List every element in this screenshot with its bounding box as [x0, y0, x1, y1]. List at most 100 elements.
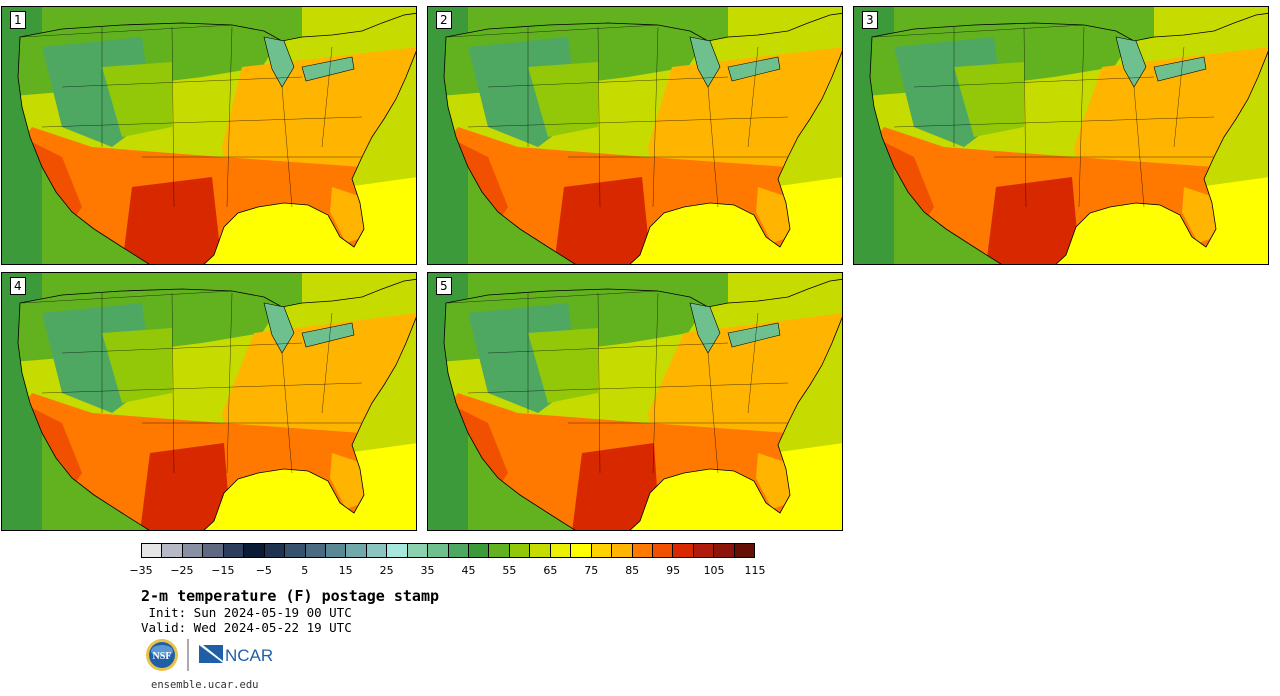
coastline: [443, 278, 842, 530]
state-border: [1173, 46, 1185, 148]
colorbar-swatch: [162, 544, 183, 557]
panel-label: 2: [436, 11, 452, 29]
state-border: [226, 292, 233, 474]
colorbar-tick-label: 95: [666, 564, 681, 577]
colorbar-tick-label: 55: [502, 564, 517, 577]
plot-title: 2-m temperature (F) postage stamp: [141, 587, 440, 605]
coastline: [17, 12, 416, 264]
state-border: [171, 26, 175, 208]
colorbar-tick-label: 45: [461, 564, 476, 577]
site-url: ensemble.ucar.edu: [151, 679, 259, 691]
coastline: [869, 12, 1268, 264]
forecast-panel-2: 2: [427, 6, 843, 265]
colorbar-tick-label: 5: [301, 564, 309, 577]
forecast-panel-4: 4: [1, 272, 417, 531]
panel-label: 5: [436, 277, 452, 295]
state-border: [41, 382, 363, 394]
forecast-panel-5: 5: [427, 272, 843, 531]
gulf-of-mexico: [192, 443, 416, 530]
state-border: [21, 24, 233, 38]
ncar-text: NCAR: [225, 646, 273, 665]
colorbar-swatch: [509, 544, 531, 557]
great-lakes-west: [263, 302, 295, 354]
great-lakes-east: [727, 56, 781, 82]
state-border: [321, 312, 333, 414]
colorbar-tick-label: 25: [379, 564, 394, 577]
gulf-of-mexico: [618, 177, 842, 264]
nsf-text: NSF: [153, 651, 172, 662]
state-border: [913, 76, 1155, 88]
colorbar-swatch: [264, 544, 286, 557]
colorbar-swatch: [325, 544, 347, 557]
colorbar-swatch: [673, 544, 694, 557]
state-border: [652, 292, 659, 474]
valid-time: Valid: Wed 2024-05-22 19 UTC: [141, 620, 352, 635]
great-lakes-west: [689, 36, 721, 88]
state-border: [597, 292, 601, 474]
colorbar-swatch: [182, 544, 204, 557]
state-border: [321, 46, 333, 148]
colorbar-tick-label: 75: [584, 564, 599, 577]
gulf-of-mexico: [1044, 177, 1268, 264]
state-border: [893, 116, 1215, 128]
colorbar-swatch: [714, 544, 735, 557]
colorbar-swatch: [693, 544, 715, 557]
temperature-map: [428, 273, 842, 530]
great-lakes-west: [1115, 36, 1147, 88]
colorbar-tick-label: −25: [170, 564, 194, 577]
great-lakes-west: [689, 302, 721, 354]
state-border: [652, 26, 659, 208]
state-border: [21, 290, 233, 304]
colorbar-tick-label: −15: [211, 564, 235, 577]
state-border: [1078, 26, 1085, 208]
nsf-logo-icon: NSF: [146, 639, 178, 671]
colorbar-swatch: [612, 544, 633, 557]
colorbar-tick-label: 105: [703, 564, 725, 577]
colorbar-tick-label: 35: [420, 564, 435, 577]
colorbar-tick-label: −35: [129, 564, 153, 577]
great-lakes-east: [301, 322, 355, 348]
state-border: [1023, 26, 1027, 208]
state-border: [747, 312, 759, 414]
colorbar-tick-label: 15: [338, 564, 353, 577]
colorbar-swatch: [285, 544, 306, 557]
state-border: [747, 46, 759, 148]
colorbar-swatch: [652, 544, 674, 557]
colorbar-swatch: [305, 544, 326, 557]
ncar-logo-icon: NCAR: [199, 645, 273, 665]
state-border: [226, 26, 233, 208]
colorbar-swatch: [407, 544, 429, 557]
panel-label: 3: [862, 11, 878, 29]
colorbar-swatch: [448, 544, 469, 557]
coastline: [17, 278, 416, 530]
state-border: [447, 24, 659, 38]
state-border: [487, 342, 729, 354]
state-border: [281, 86, 293, 208]
colorbar-swatch: [346, 544, 367, 557]
colorbar-tick-label: 65: [543, 564, 558, 577]
colorbar-swatch: [428, 544, 449, 557]
great-lakes-east: [727, 322, 781, 348]
state-border: [171, 292, 175, 474]
colorbar-swatch: [571, 544, 592, 557]
colorbar-swatch: [366, 544, 388, 557]
state-border: [41, 116, 363, 128]
colorbar-swatch: [223, 544, 245, 557]
init-time: Init: Sun 2024-05-19 00 UTC: [141, 605, 352, 620]
forecast-panel-3: 3: [853, 6, 1269, 265]
colorbar-swatch: [734, 544, 755, 557]
gulf-of-mexico: [618, 443, 842, 530]
colorbar-tick-label: 115: [744, 564, 766, 577]
state-border: [61, 76, 303, 88]
state-border: [61, 342, 303, 354]
colorbar-swatch: [489, 544, 510, 557]
colorbar-swatch: [142, 544, 163, 557]
state-border: [487, 76, 729, 88]
state-border: [597, 26, 601, 208]
land-temperature: [444, 279, 842, 530]
temperature-map: [2, 7, 416, 264]
colorbar-swatch: [244, 544, 265, 557]
panel-label: 1: [10, 11, 26, 29]
state-border: [1133, 86, 1145, 208]
great-lakes-east: [301, 56, 355, 82]
